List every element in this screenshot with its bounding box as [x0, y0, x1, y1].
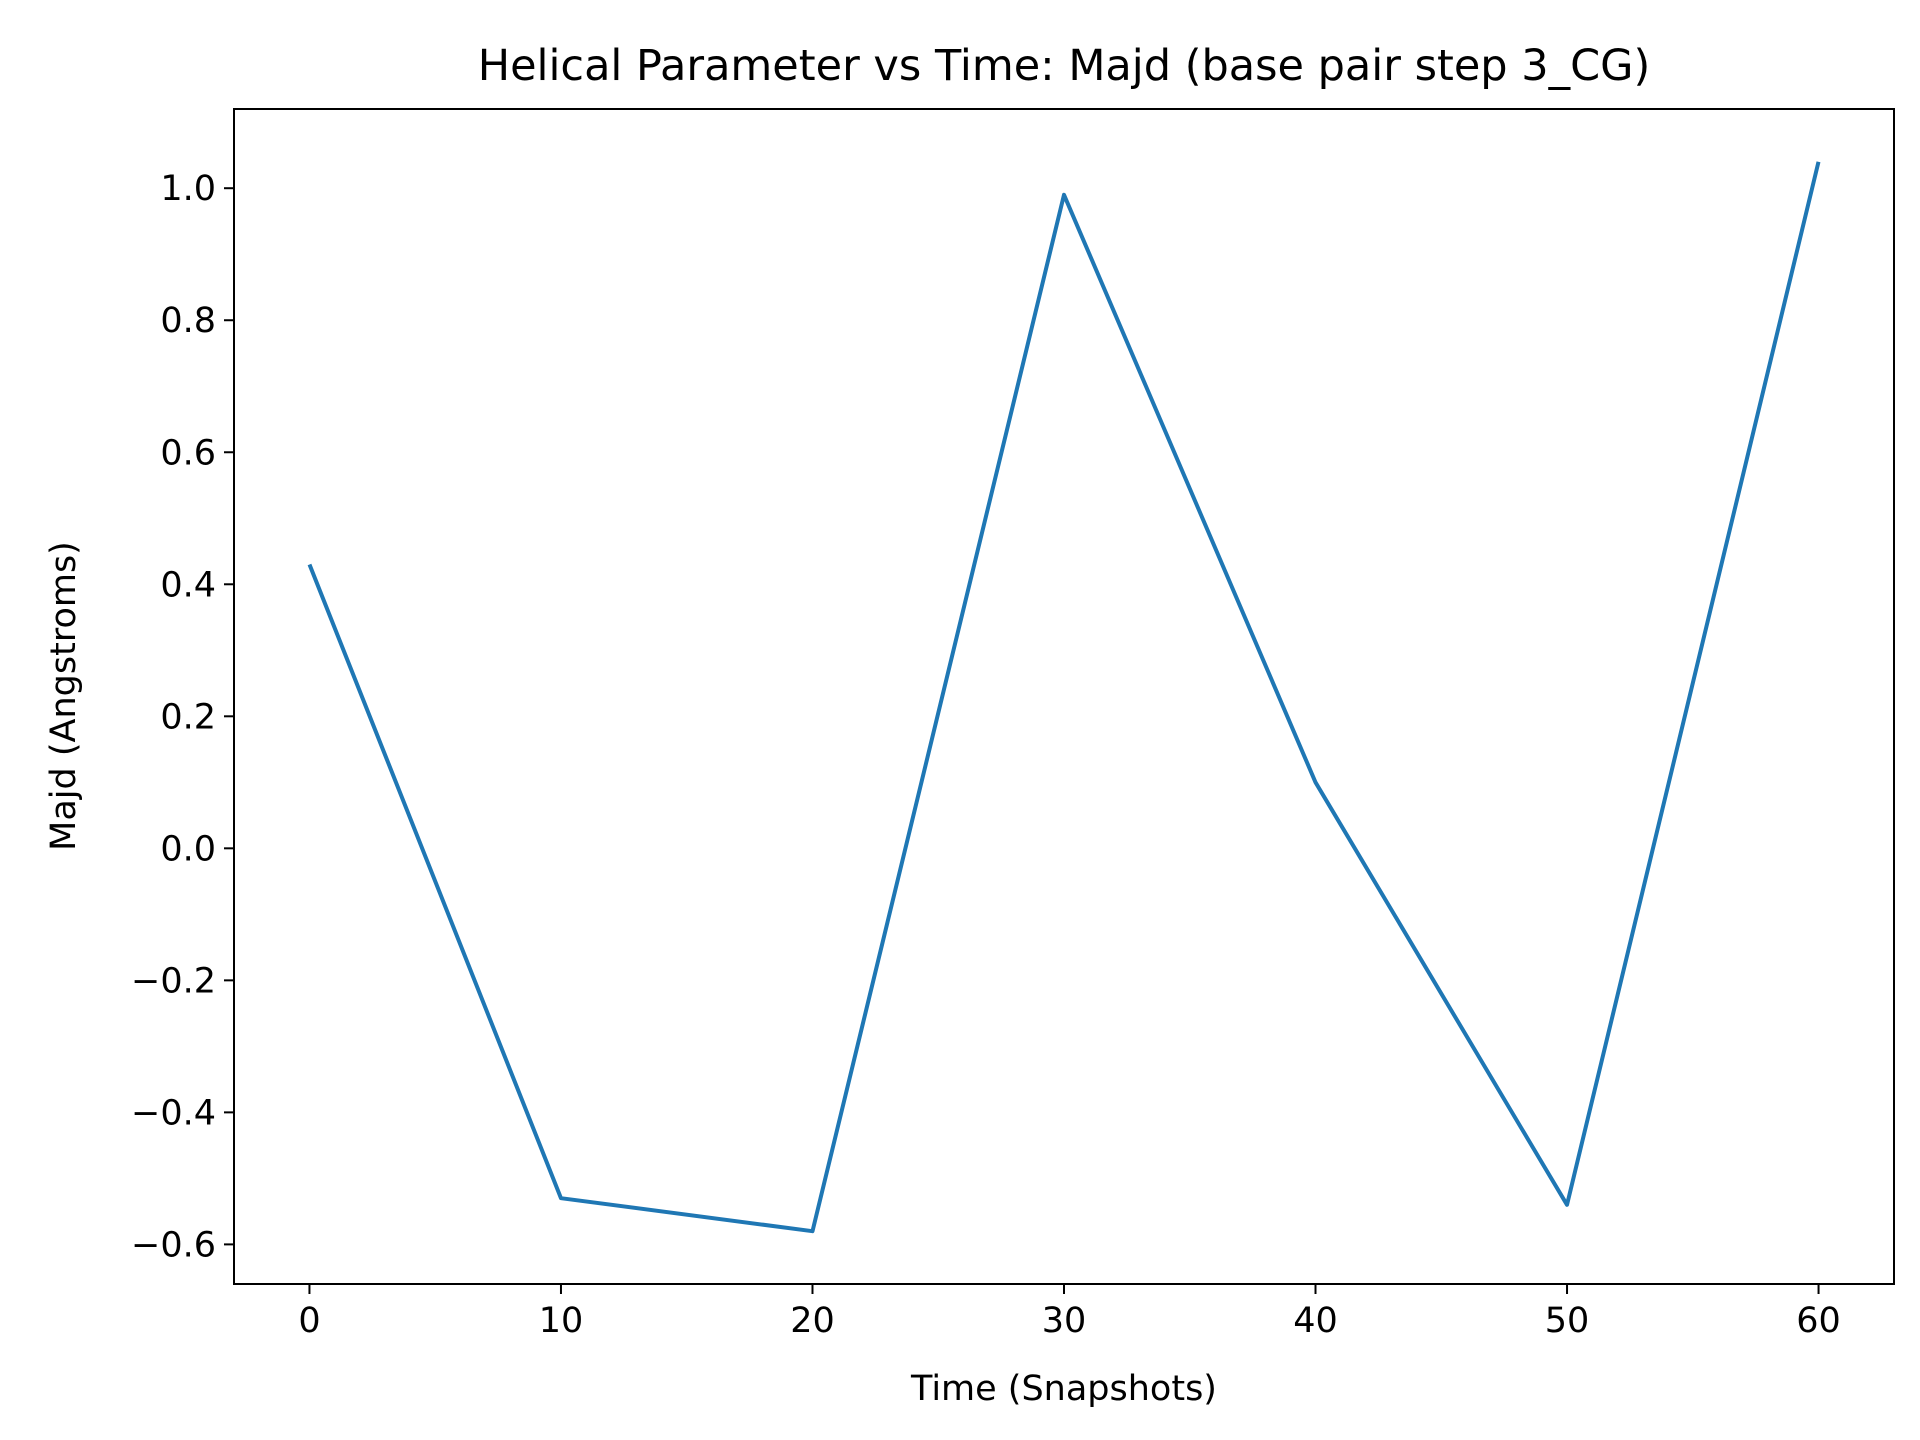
y-axis: −0.6 −0.4 −0.2 0.0 0.2 0.4 0.6 0.8 1.0: [131, 169, 234, 1265]
y-tick-label: 0.8: [160, 301, 216, 341]
x-tick-label: 0: [298, 1301, 320, 1341]
x-tick-label: 60: [1796, 1301, 1841, 1341]
y-tick-label: −0.2: [131, 961, 216, 1001]
y-axis-label: Majd (Angstroms): [44, 541, 84, 851]
y-tick-label: −0.4: [131, 1093, 216, 1133]
y-tick-label: 0.0: [160, 829, 216, 869]
chart-title: Helical Parameter vs Time: Majd (base pa…: [478, 41, 1651, 91]
y-tick-label: 1.0: [160, 169, 216, 209]
x-tick-label: 50: [1545, 1301, 1590, 1341]
y-tick-label: −0.6: [131, 1225, 216, 1265]
x-tick-label: 30: [1042, 1301, 1087, 1341]
y-tick-label: 0.6: [160, 433, 216, 473]
plot-area: [307, 161, 1821, 1234]
x-axis: 0 10 20 30 40 50 60: [298, 1284, 1841, 1341]
x-tick-label: 10: [539, 1301, 584, 1341]
y-tick-label: 0.4: [160, 565, 216, 605]
x-tick-label: 20: [790, 1301, 835, 1341]
x-axis-label: Time (Snapshots): [910, 1369, 1217, 1409]
y-tick-label: 0.2: [160, 697, 216, 737]
series-line: [307, 161, 1821, 1234]
x-tick-label: 40: [1293, 1301, 1338, 1341]
